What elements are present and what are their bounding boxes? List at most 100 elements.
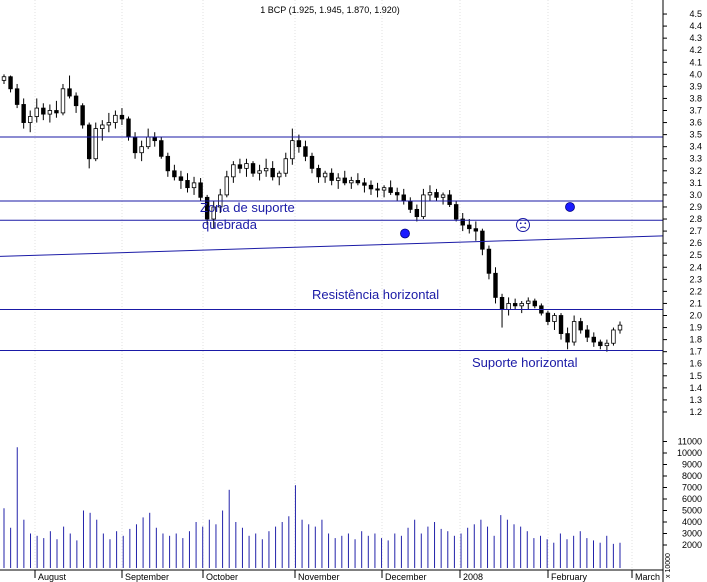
volume-tick-label: 10000 <box>677 448 702 458</box>
candle-body <box>100 124 105 129</box>
candle-body <box>93 128 98 160</box>
month-label: 2008 <box>463 572 483 582</box>
candle-body <box>237 164 243 169</box>
volume-tick-label: 9000 <box>682 460 702 470</box>
price-tick-label: 3.3 <box>689 154 702 164</box>
sad-face-mouth <box>519 226 527 229</box>
candle-body <box>316 167 321 178</box>
price-tick-label: 4.0 <box>689 69 702 79</box>
candle-body <box>447 194 452 205</box>
candle-body <box>106 122 112 126</box>
volume-tick-label: 11000 <box>678 437 702 447</box>
candle-body <box>532 300 538 307</box>
horizontal-lines <box>0 136 663 351</box>
month-label: November <box>298 572 340 582</box>
month-label: August <box>38 572 67 582</box>
month-label: December <box>385 572 427 582</box>
candle-body <box>152 136 157 142</box>
volume-tick-label: 2000 <box>682 540 702 550</box>
price-tick-label: 3.6 <box>689 118 702 128</box>
candles <box>1 74 623 352</box>
price-tick-label: 1.8 <box>689 335 702 345</box>
volume-unit-label: x 10000 <box>665 553 672 578</box>
candle-body <box>421 194 426 218</box>
candle-body <box>191 182 197 189</box>
candle-body <box>303 146 308 157</box>
candle-body <box>480 230 485 250</box>
annotation-resistencia-horizontal: Resistência horizontal <box>312 287 439 302</box>
price-tick-label: 2.5 <box>689 250 702 260</box>
price-tick-label: 3.9 <box>689 81 702 91</box>
volume-tick-label: 7000 <box>682 483 702 493</box>
month-label: February <box>551 572 588 582</box>
candle-body <box>375 188 380 191</box>
candle-body <box>60 88 66 114</box>
annotation-zona-de-suporte: Zona de suporte <box>200 200 295 215</box>
candle-body <box>270 167 275 178</box>
candle-body <box>414 208 420 218</box>
grid-lines <box>34 0 633 570</box>
candle-body <box>598 341 603 347</box>
price-tick-label: 4.1 <box>689 57 702 67</box>
candle-body <box>453 204 459 220</box>
markers <box>400 202 575 239</box>
candle-body <box>362 182 367 186</box>
candle-body <box>381 187 387 191</box>
candle-body <box>67 88 72 97</box>
candle-body <box>591 336 596 343</box>
price-tick-label: 1.3 <box>689 395 702 405</box>
price-tick-label: 2.9 <box>689 202 702 212</box>
signal-dot-icon <box>400 228 410 239</box>
candle-body <box>394 192 400 196</box>
price-tick-label: 1.4 <box>689 383 702 393</box>
candle-body <box>14 88 20 105</box>
candle-body <box>611 329 616 344</box>
volume-tick-label: 6000 <box>682 494 702 504</box>
price-tick-label: 1.6 <box>689 359 702 369</box>
candle-body <box>434 192 439 198</box>
candle-body <box>355 180 361 184</box>
price-tick-label: 2.2 <box>689 286 702 296</box>
price-tick-label: 2.3 <box>689 274 702 284</box>
candle-body <box>427 192 433 196</box>
price-tick-label: 4.5 <box>689 9 702 19</box>
candle-body <box>565 333 570 343</box>
candle-body <box>401 194 406 202</box>
month-label: October <box>206 572 238 582</box>
candle-body <box>145 136 151 148</box>
candle-body <box>86 124 92 160</box>
price-tick-label: 2.6 <box>689 238 702 248</box>
price-tick-label: 1.9 <box>689 323 702 333</box>
candle-body <box>119 114 125 120</box>
candle-body <box>126 118 131 138</box>
candle-body <box>604 342 610 347</box>
candle-body <box>1 76 7 81</box>
candle-body <box>460 218 465 226</box>
trend-line <box>0 235 664 257</box>
month-label: March <box>635 572 660 582</box>
candle-body <box>178 176 184 181</box>
candle-body <box>198 182 203 198</box>
volume-tick-label: 3000 <box>682 529 702 539</box>
candle-body <box>28 116 33 123</box>
price-tick-label: 4.4 <box>689 21 702 31</box>
candle-body <box>368 184 374 190</box>
sad-face-eye <box>524 222 527 225</box>
candle-body <box>440 194 446 198</box>
price-tick-label: 3.5 <box>689 130 702 140</box>
sad-face-icon <box>516 218 530 233</box>
candle-body <box>519 303 524 307</box>
candle-body <box>165 155 171 172</box>
candle-body <box>80 105 85 126</box>
candle-body <box>512 303 518 307</box>
volume-tick-label: 8000 <box>682 471 702 481</box>
candle-body <box>139 146 144 154</box>
price-tick-label: 1.7 <box>689 347 702 357</box>
price-tick-label: 4.2 <box>689 45 702 55</box>
price-tick-label: 1.5 <box>689 371 702 381</box>
signal-dot-icon <box>565 202 575 212</box>
